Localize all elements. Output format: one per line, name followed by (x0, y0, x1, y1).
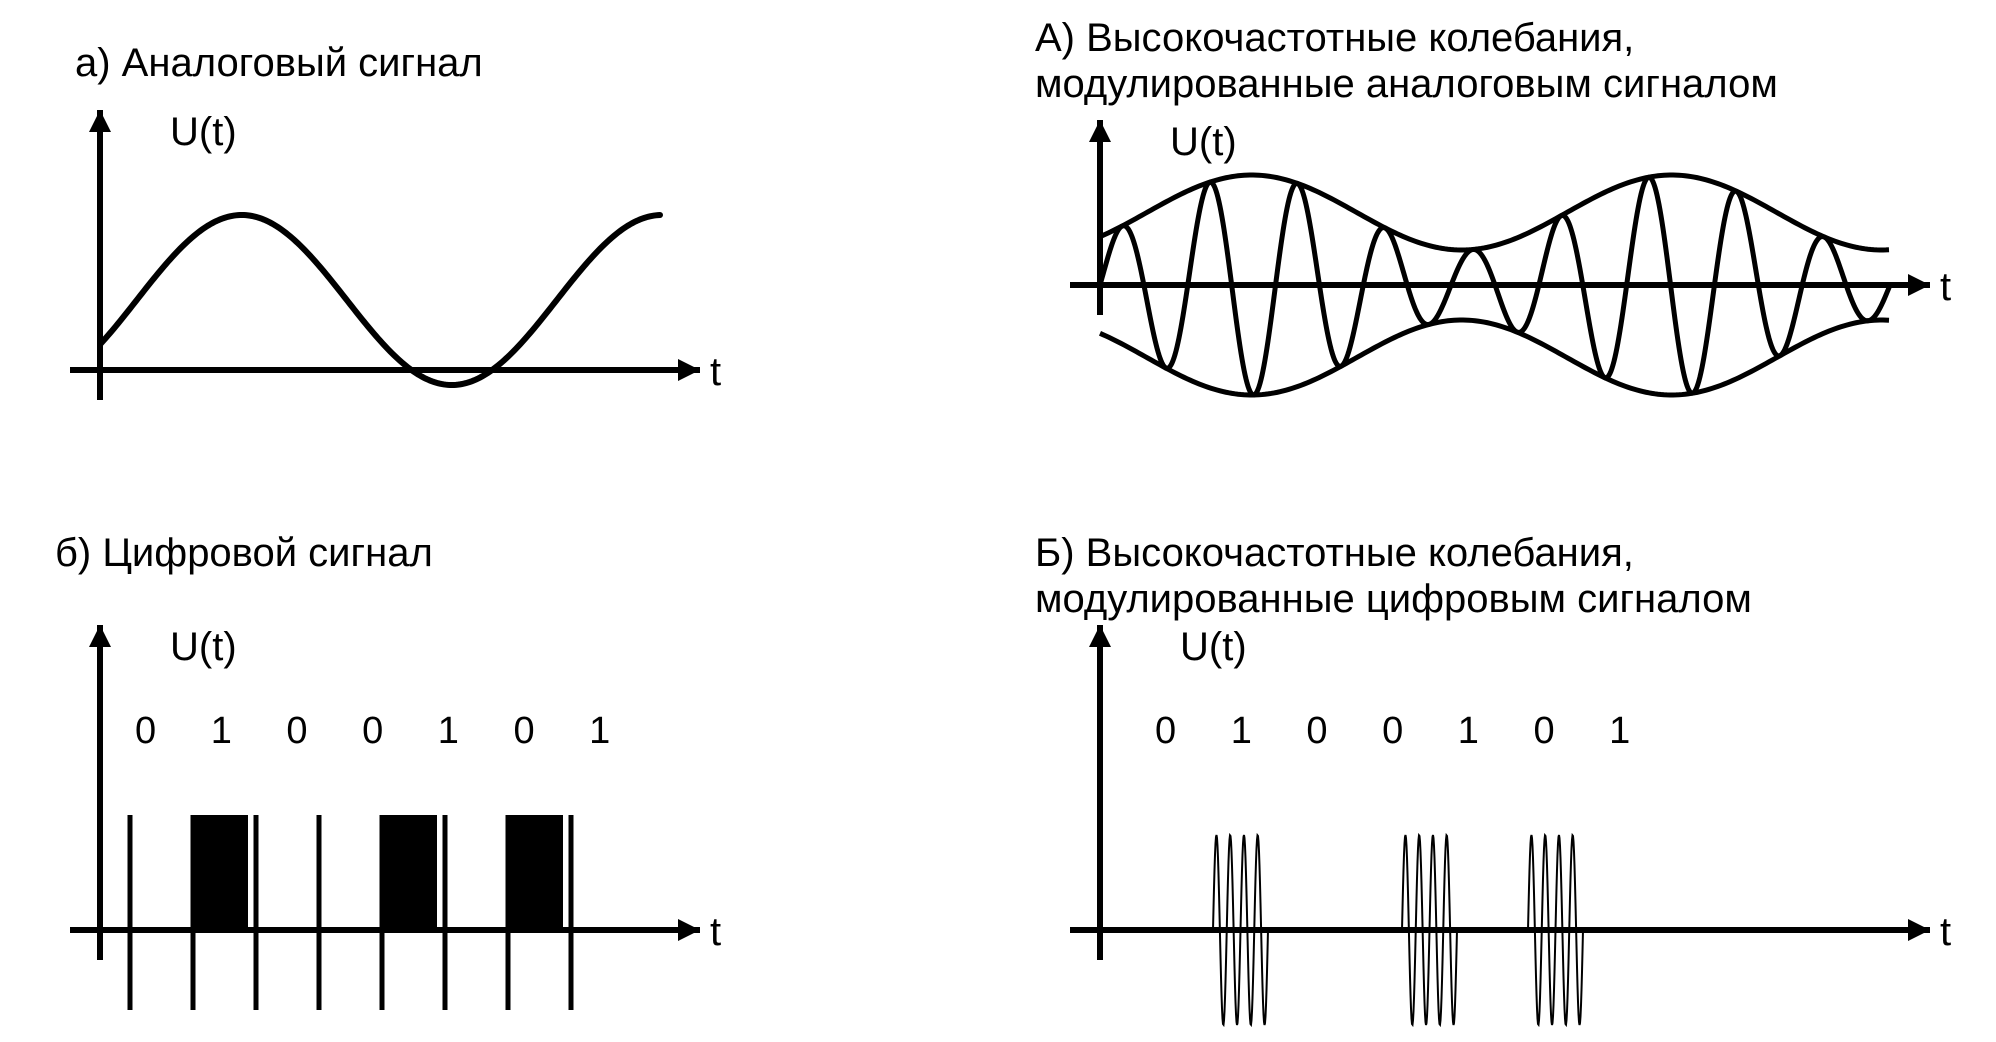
panel-B-xlabel: t (1940, 910, 1951, 955)
figure-page: а) Аналоговый сигнал U(t) t А) Высокочас… (0, 0, 1996, 1042)
panel-B-plot (0, 0, 1996, 1042)
